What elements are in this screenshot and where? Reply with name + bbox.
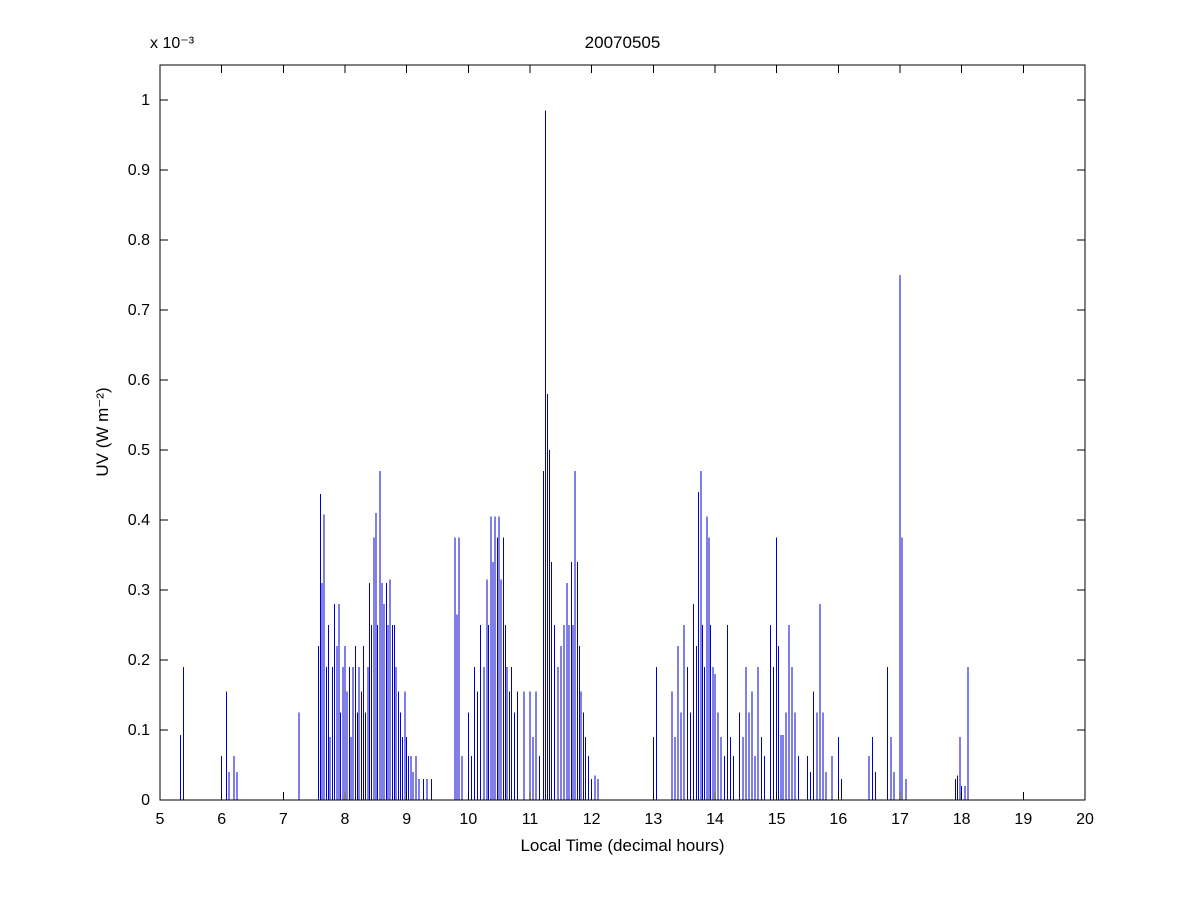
x-tick-label: 20 bbox=[1076, 811, 1094, 828]
x-tick-label: 17 bbox=[891, 811, 909, 828]
y-tick-label: 0.1 bbox=[128, 722, 150, 739]
x-tick-label: 19 bbox=[1014, 811, 1032, 828]
x-axis-label: Local Time (decimal hours) bbox=[520, 836, 725, 855]
x-tick-label: 10 bbox=[459, 811, 477, 828]
y-tick-label: 0 bbox=[141, 792, 150, 809]
chart-title: 20070505 bbox=[584, 33, 661, 52]
x-tick-label: 18 bbox=[953, 811, 971, 828]
x-ticks-group bbox=[159, 65, 1086, 800]
y-axis-multiplier-label: x 10⁻³ bbox=[150, 35, 195, 52]
y-tick-label: 0.4 bbox=[128, 512, 150, 529]
x-tick-label: 7 bbox=[279, 811, 288, 828]
y-tick-label: 0.2 bbox=[128, 652, 150, 669]
y-axis-label: UV (W m⁻²) bbox=[93, 387, 112, 477]
y-tick-labels-group: 0 0.1 0.2 0.3 0.4 0.5 0.6 0.7 0.8 0.9 1 bbox=[128, 92, 150, 809]
y-tick-label: 0.9 bbox=[128, 162, 150, 179]
x-tick-label: 8 bbox=[341, 811, 350, 828]
x-tick-label: 14 bbox=[706, 811, 724, 828]
x-tick-label: 6 bbox=[217, 811, 226, 828]
x-tick-label: 9 bbox=[402, 811, 411, 828]
y-ticks-group bbox=[160, 99, 1085, 801]
x-tick-label: 16 bbox=[829, 811, 847, 828]
x-tick-label: 13 bbox=[644, 811, 662, 828]
x-tick-label: 12 bbox=[583, 811, 601, 828]
y-tick-label: 0.7 bbox=[128, 302, 150, 319]
y-tick-label: 0.6 bbox=[128, 372, 150, 389]
x-tick-label: 5 bbox=[156, 811, 165, 828]
y-tick-label: 0.5 bbox=[128, 442, 150, 459]
y-tick-label: 0.3 bbox=[128, 582, 150, 599]
y-tick-label: 0.8 bbox=[128, 232, 150, 249]
x-tick-label: 11 bbox=[522, 811, 539, 828]
spikes-group bbox=[179, 110, 969, 800]
x-tick-labels-group: 5 6 7 8 9 10 11 12 13 14 15 16 17 18 19 20 bbox=[156, 811, 1094, 828]
y-tick-label: 1 bbox=[141, 92, 150, 109]
x-tick-label: 15 bbox=[768, 811, 786, 828]
axis-box bbox=[159, 64, 1086, 801]
